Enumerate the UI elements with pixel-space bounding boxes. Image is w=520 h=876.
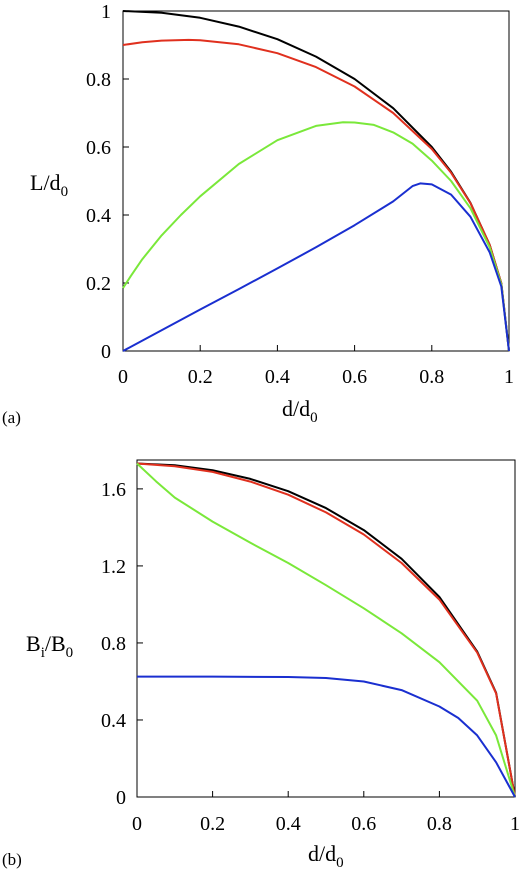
panel-a: 0 0.2 0.4 0.6 0.8 1 0 0.2 0.4 0.6 0.8 1 L/d0 d/d0 (… bbox=[2, 1, 514, 427]
y-tick-label-b: 1.2 bbox=[101, 556, 126, 578]
y-tick-label-b: 0 bbox=[116, 787, 126, 809]
green-curve-b bbox=[136, 462, 516, 798]
x-tick-label-a: 0 bbox=[118, 366, 128, 388]
y-tick-label-b: 0.8 bbox=[101, 633, 126, 655]
x-axis-label-b: d/d0 bbox=[308, 841, 344, 871]
panel-b: 0 0.2 0.4 0.6 0.8 1 0 0.4 0.8 1.2 1.6 Bi/B0 d/d0 (… bbox=[2, 459, 520, 871]
panel-label-b: (b) bbox=[2, 850, 22, 869]
x-axis-label-a: d/d0 bbox=[282, 396, 318, 426]
y-axis-label-b: Bi/B0 bbox=[26, 631, 73, 661]
x-tick-label-a: 0.2 bbox=[188, 366, 213, 388]
y-tick-label-a: 0.6 bbox=[86, 137, 111, 159]
y-axis-label-a: L/d0 bbox=[30, 170, 68, 200]
y-tick-label-b: 0.4 bbox=[101, 710, 126, 732]
x-tick-label-b: 0.4 bbox=[276, 813, 301, 835]
blue-curve-b bbox=[137, 675, 516, 798]
y-tick-label-a: 0.8 bbox=[86, 69, 111, 91]
x-tick-label-a: 0.6 bbox=[342, 366, 367, 388]
y-tick-label-a: 0.4 bbox=[86, 205, 111, 227]
plot-frame-b bbox=[136, 459, 516, 798]
red-curve-b bbox=[136, 462, 516, 798]
red-curve-a bbox=[122, 38, 510, 352]
plot-frame-a bbox=[122, 10, 510, 352]
x-tick-label-b: 0.6 bbox=[351, 813, 376, 835]
panel-label-a: (a) bbox=[2, 408, 21, 427]
x-tick-label-b: 0 bbox=[132, 813, 142, 835]
x-tick-label-a: 1 bbox=[504, 366, 514, 388]
x-tick-label-b: 0.8 bbox=[427, 813, 452, 835]
y-tick-label-a: 0 bbox=[101, 341, 111, 363]
y-tick-label-b: 1.6 bbox=[101, 479, 126, 501]
x-tick-label-b: 1 bbox=[510, 813, 520, 835]
green-curve-a bbox=[122, 121, 510, 352]
x-tick-label-a: 0.8 bbox=[419, 366, 444, 388]
x-tick-label-a: 0.4 bbox=[265, 366, 290, 388]
y-tick-label-a: 0.2 bbox=[86, 273, 111, 295]
blue-curve-a bbox=[122, 182, 510, 352]
x-tick-label-b: 0.2 bbox=[200, 813, 225, 835]
y-tick-label-a: 1 bbox=[101, 1, 111, 23]
